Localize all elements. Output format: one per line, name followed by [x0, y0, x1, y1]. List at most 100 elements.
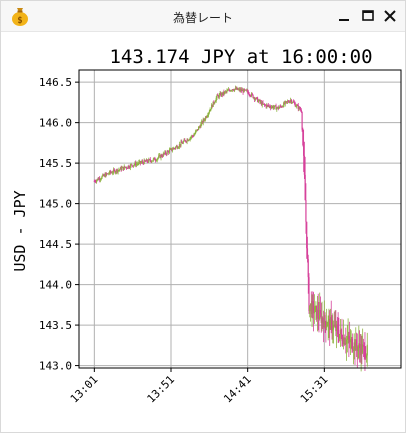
candle-body: [148, 159, 151, 161]
candle-body: [160, 154, 162, 158]
candle-body: [283, 102, 285, 107]
candle-body: [165, 153, 167, 155]
candle-body: [350, 338, 352, 340]
candle-body: [365, 357, 367, 359]
candle-body: [275, 105, 277, 110]
candle-body: [318, 316, 320, 319]
candle-body: [176, 146, 178, 149]
y-tick-label: 145.0: [39, 198, 72, 211]
candle-body: [291, 102, 293, 104]
candle-body: [238, 88, 240, 90]
candle-body: [202, 119, 204, 124]
candle-body: [336, 324, 338, 328]
candle-body: [289, 101, 291, 103]
candle-body: [122, 166, 125, 170]
candle-body: [262, 102, 264, 105]
candle-body: [155, 160, 158, 162]
candle-body: [115, 171, 117, 173]
candle-body: [255, 97, 257, 99]
candle-body: [327, 320, 329, 326]
candle-body: [140, 162, 142, 164]
candle-body: [213, 101, 215, 104]
minimize-icon[interactable]: [336, 7, 352, 25]
candle-body: [266, 104, 268, 107]
candle-body: [189, 137, 191, 140]
candle-body: [96, 178, 98, 181]
candle-body: [284, 101, 286, 105]
candle-body: [313, 302, 315, 314]
candle-body: [178, 144, 181, 147]
candle-body: [170, 148, 172, 150]
candle-body: [250, 95, 252, 97]
candle-body: [306, 248, 309, 260]
candle-body: [120, 167, 122, 171]
candle-body: [263, 103, 266, 105]
candle-body: [158, 155, 160, 158]
candle-body: [273, 107, 275, 109]
candle-body: [128, 165, 130, 168]
candle-body: [193, 134, 195, 137]
candle-body: [187, 139, 189, 141]
candle-body: [175, 146, 177, 148]
candle-body: [181, 141, 183, 143]
candle-body: [175, 146, 177, 149]
candle-body: [329, 317, 332, 330]
candle-body: [349, 339, 351, 343]
candle-body: [329, 318, 331, 330]
candle-body: [156, 158, 158, 161]
candle-body: [226, 90, 228, 92]
candle-body: [209, 109, 211, 112]
candle-body: [144, 159, 146, 162]
candle-body: [337, 327, 339, 334]
candle-body: [309, 305, 311, 312]
candle-body: [197, 129, 199, 131]
candle-body: [365, 355, 368, 358]
candle-body: [97, 178, 99, 180]
candle-body: [360, 344, 362, 356]
candle-body: [240, 89, 243, 91]
candle-body: [153, 157, 155, 159]
candle-body: [355, 339, 357, 351]
candle-body: [103, 174, 105, 176]
candle-body: [150, 160, 152, 162]
candle-body: [260, 101, 262, 103]
candle-body: [335, 324, 337, 332]
candle-body: [315, 305, 317, 307]
title-bar[interactable]: $ 為替レート: [1, 1, 405, 32]
candle-body: [180, 141, 182, 146]
candle-body: [257, 97, 259, 103]
close-icon[interactable]: [382, 7, 398, 25]
candle-body: [333, 324, 335, 326]
candle-body: [319, 310, 321, 319]
candle-body: [324, 315, 326, 322]
candle-body: [362, 345, 364, 353]
candle-body: [164, 151, 166, 154]
candle-body: [334, 324, 336, 326]
x-tick-label: 15:31: [298, 373, 331, 406]
candle-body: [279, 105, 281, 108]
candle-body: [98, 178, 100, 180]
candle-body: [167, 151, 169, 153]
candle-body: [211, 104, 213, 107]
candle-body: [336, 324, 338, 332]
candle-body: [224, 91, 227, 93]
candle-body: [224, 91, 226, 94]
x-tick-label: 13:51: [145, 373, 178, 406]
x-tick-label: 14:41: [221, 373, 254, 406]
candle-body: [345, 339, 348, 344]
candle-body: [303, 155, 305, 175]
candle-body: [322, 321, 325, 328]
candle-body: [134, 162, 136, 165]
candle-body: [356, 346, 358, 352]
candle-body: [250, 93, 253, 96]
candle-body: [100, 178, 102, 180]
maximize-icon[interactable]: [360, 7, 376, 25]
candle-body: [237, 89, 240, 91]
candle-body: [204, 116, 207, 120]
candle-body: [184, 139, 186, 141]
candle-body: [254, 98, 256, 100]
candle-body: [354, 342, 356, 351]
candle-body: [274, 105, 276, 107]
candle-body: [218, 94, 220, 98]
candle-body: [222, 91, 224, 95]
